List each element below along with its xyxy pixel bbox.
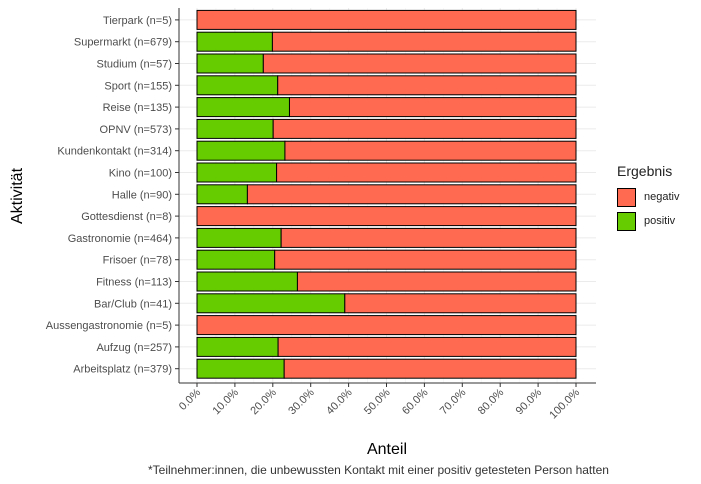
legend-swatch-positiv bbox=[617, 211, 636, 231]
x-tick-label: 90.0% bbox=[514, 386, 545, 417]
y-tick-label: Frisoer (n=78) bbox=[103, 255, 172, 267]
bar-negativ bbox=[280, 227, 577, 248]
bar-negativ bbox=[246, 184, 577, 205]
x-tick-label: 10.0% bbox=[210, 386, 241, 417]
y-tick-label: Tierpark (n=5) bbox=[103, 15, 172, 27]
y-tick-label: Aussengastronomie (n=5) bbox=[46, 320, 172, 332]
y-tick-labels: Tierpark (n=5) Supermarkt (n=679) Studium … bbox=[46, 15, 179, 376]
x-tick-label: 80.0% bbox=[476, 386, 507, 417]
bar-positiv bbox=[196, 249, 276, 270]
x-tick-label: 40.0% bbox=[324, 386, 355, 417]
bar-positiv bbox=[196, 227, 282, 248]
bars bbox=[196, 9, 577, 379]
bar-positiv bbox=[196, 97, 290, 118]
bar-negativ bbox=[271, 31, 577, 52]
bar-negativ bbox=[284, 140, 577, 161]
bar-positiv bbox=[196, 31, 273, 52]
bar-negativ bbox=[262, 53, 577, 74]
chart-caption: *Teilnehmer:innen, die unbewussten Konta… bbox=[148, 463, 609, 477]
legend-item-positiv: positiv bbox=[617, 209, 679, 233]
bar-negativ bbox=[196, 315, 577, 336]
bar-negativ bbox=[283, 358, 577, 379]
bar-positiv bbox=[196, 184, 248, 205]
bar-negativ bbox=[277, 75, 577, 96]
y-tick-label: Bar/Club (n=41) bbox=[94, 298, 172, 310]
legend-title: Ergebnis bbox=[617, 163, 673, 179]
bar-positiv bbox=[196, 336, 279, 357]
y-tick-label: Gottesdienst (n=8) bbox=[81, 211, 172, 223]
y-tick-label: Aufzug (n=257) bbox=[96, 342, 172, 354]
bar-negativ bbox=[272, 118, 577, 139]
bar-negativ bbox=[274, 249, 577, 270]
axes bbox=[178, 8, 596, 384]
bar-positiv bbox=[196, 293, 346, 314]
y-tick-label: Halle (n=90) bbox=[112, 189, 172, 201]
x-tick-label: 30.0% bbox=[286, 386, 317, 417]
x-tick-label: 60.0% bbox=[400, 386, 431, 417]
y-tick-label: Kino (n=100) bbox=[109, 168, 172, 180]
y-tick-label: Gastronomie (n=464) bbox=[68, 233, 172, 245]
bar-negativ bbox=[296, 271, 577, 292]
legend-label-positiv: positiv bbox=[644, 215, 676, 227]
x-tick-label: 50.0% bbox=[362, 386, 393, 417]
bar-negativ bbox=[196, 206, 577, 227]
bar-negativ bbox=[277, 336, 577, 357]
y-tick-label: OPNV (n=573) bbox=[100, 124, 172, 136]
bar-negativ bbox=[196, 9, 577, 30]
bar-positiv bbox=[196, 271, 298, 292]
legend-label-negativ: negativ bbox=[644, 191, 680, 203]
bar-positiv bbox=[196, 53, 264, 74]
y-tick-label: Kundenkontakt (n=314) bbox=[57, 146, 172, 158]
bar-positiv bbox=[196, 358, 285, 379]
bar-positiv bbox=[196, 75, 279, 96]
bar-positiv bbox=[196, 162, 278, 183]
y-axis-title: Aktivität bbox=[9, 167, 26, 224]
y-tick-label: Reise (n=135) bbox=[103, 102, 172, 114]
x-tick-label: 20.0% bbox=[248, 386, 279, 417]
x-tick-label: 100.0% bbox=[547, 386, 582, 421]
x-tick-labels: 0.0% 10.0% 20.0% 30.0% 40.0% 50.0% 60.0% 70.0% 8… bbox=[177, 383, 582, 422]
y-tick-label: Fitness (n=113) bbox=[96, 277, 172, 289]
x-axis-title: Anteil bbox=[367, 441, 407, 458]
y-tick-label: Arbeitsplatz (n=379) bbox=[73, 364, 172, 376]
y-tick-label: Studium (n=57) bbox=[96, 59, 172, 71]
bar-negativ bbox=[344, 293, 577, 314]
bar-negativ bbox=[276, 162, 577, 183]
y-tick-label: Supermarkt (n=679) bbox=[74, 37, 172, 49]
legend-item-negativ: negativ bbox=[617, 185, 679, 209]
legend-swatch-negativ bbox=[617, 187, 636, 207]
bar-positiv bbox=[196, 140, 286, 161]
bar-positiv bbox=[196, 118, 274, 139]
y-tick-label: Sport (n=155) bbox=[104, 80, 172, 92]
x-tick-label: 70.0% bbox=[438, 386, 469, 417]
legend: Ergebnis negativ positiv bbox=[617, 163, 679, 233]
x-tick-label: 0.0% bbox=[177, 386, 203, 412]
bar-negativ bbox=[288, 97, 577, 118]
